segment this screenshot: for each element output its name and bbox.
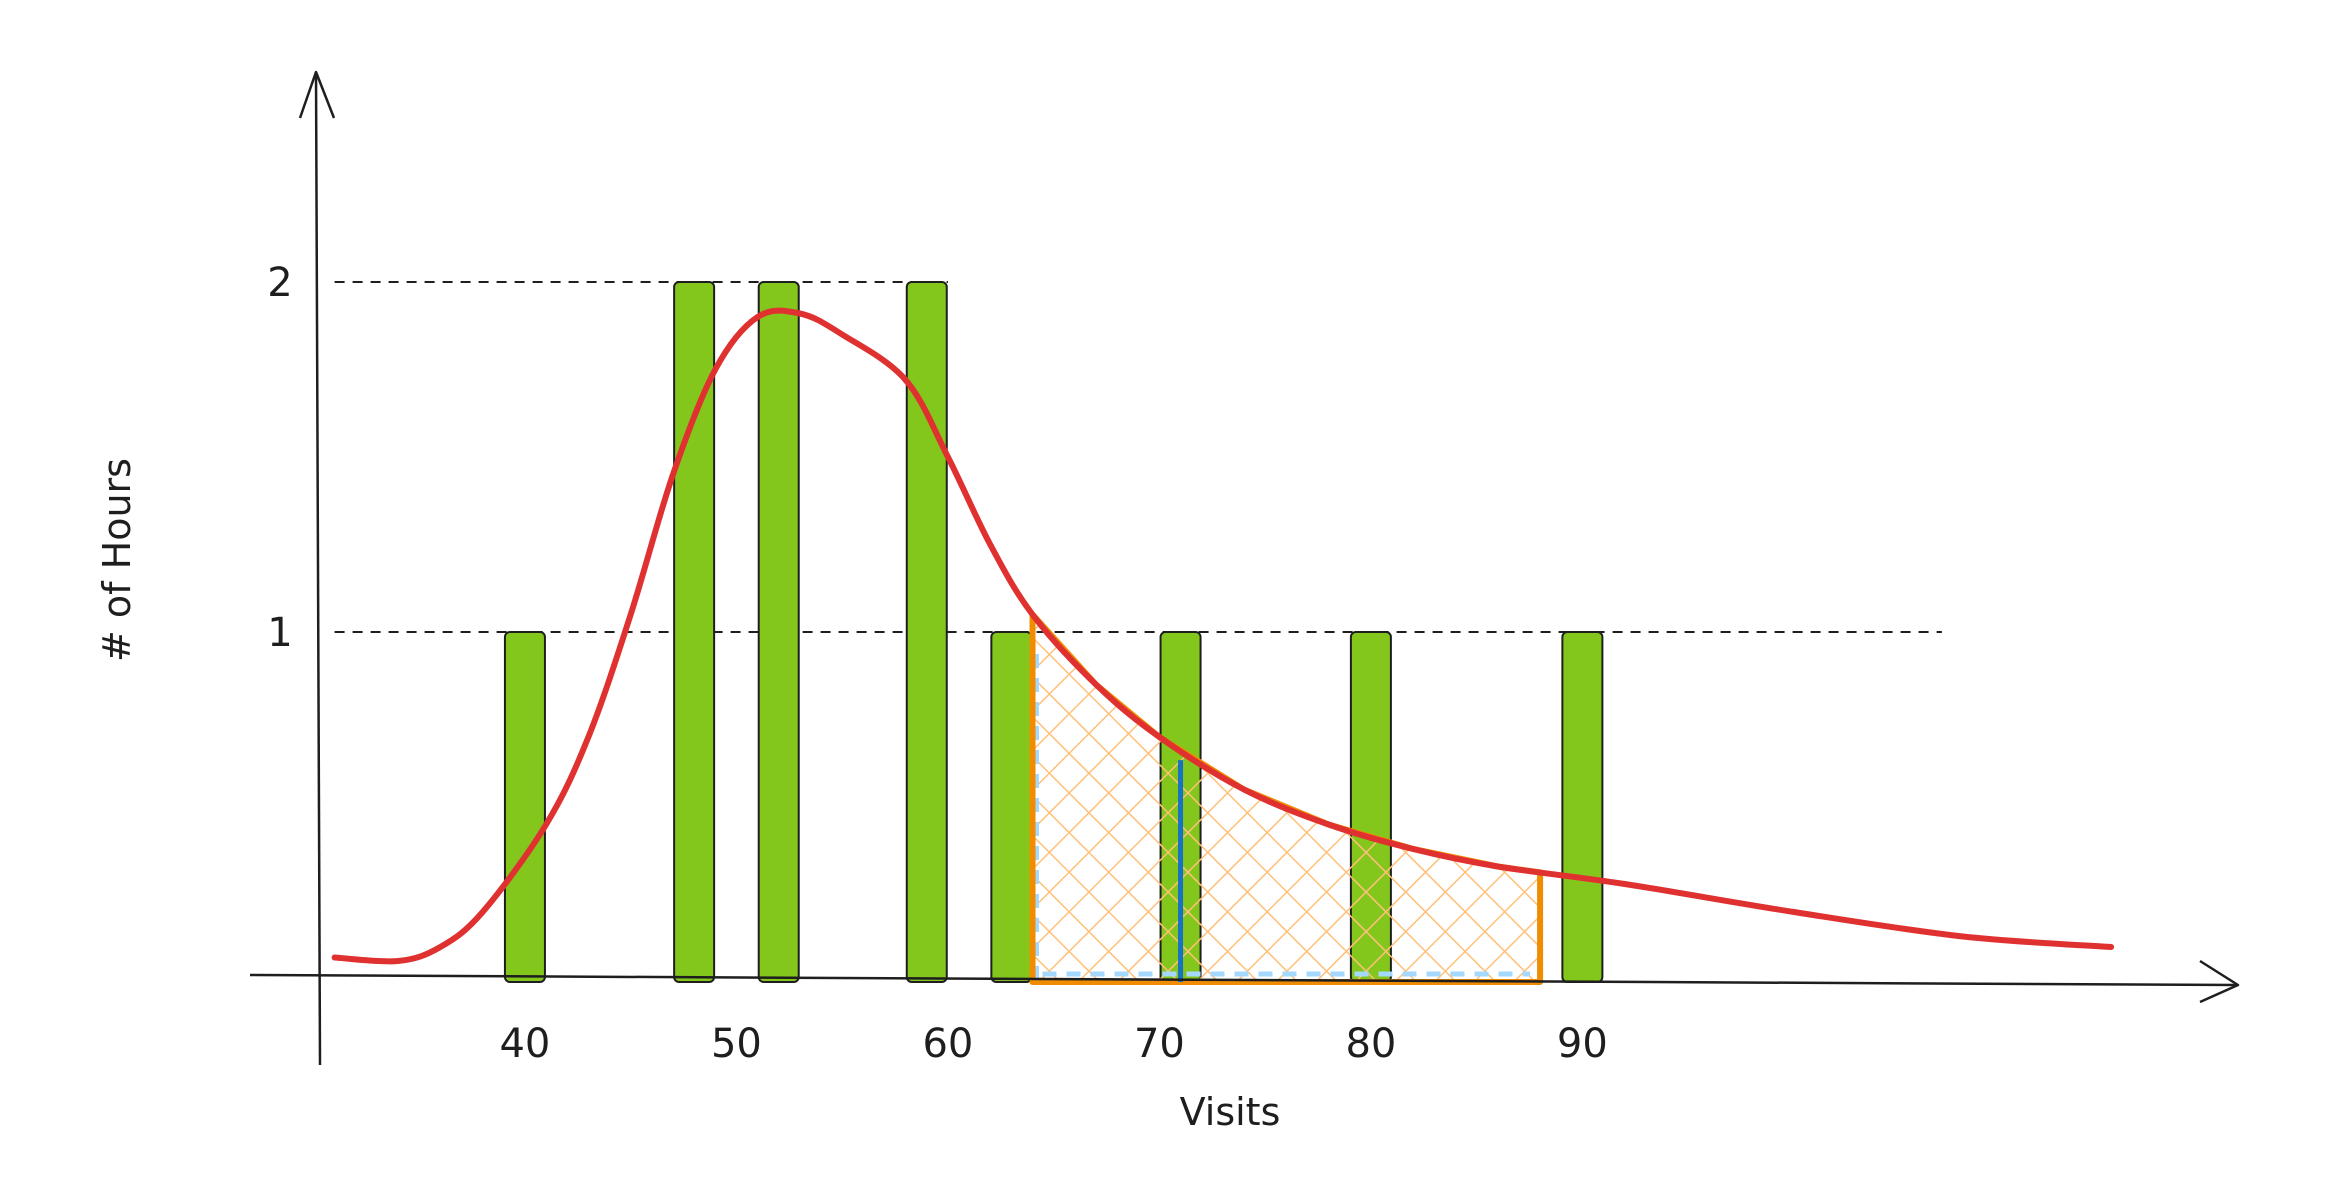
y-tick-label-2: 2 [267, 260, 292, 306]
reference-lines [334, 281, 1942, 633]
y-axis-title: # of Hours [95, 458, 139, 662]
bar-8 [1561, 631, 1604, 983]
y-tick-label-1: 1 [267, 610, 292, 656]
x-axis-line [249, 973, 2239, 987]
bar-5 [990, 631, 1033, 983]
shaded-region-fill [1032, 614, 1541, 982]
x-tick-labels: 40 50 60 70 80 90 [499, 1021, 1607, 1067]
bar-4 [905, 281, 948, 983]
y-axis-arrowhead [298, 70, 336, 119]
x-tick-label-40: 40 [499, 1021, 550, 1067]
x-tick-label-50: 50 [711, 1021, 762, 1067]
bar-1 [503, 631, 546, 983]
bar-3 [757, 281, 800, 983]
bar-2 [673, 281, 716, 983]
y-tick-labels: 12 [267, 260, 292, 656]
x-axis-title: Visits [1180, 1090, 1281, 1134]
x-tick-label-90: 90 [1557, 1021, 1608, 1067]
x-tick-label-60: 60 [922, 1021, 973, 1067]
y-axis-line [314, 71, 322, 1066]
x-axis-arrowhead [2199, 959, 2240, 1004]
x-tick-label-70: 70 [1134, 1021, 1185, 1067]
density-curve [331, 307, 2115, 965]
axes [249, 70, 2240, 1066]
x-tick-label-80: 80 [1345, 1021, 1396, 1067]
density-curve-layer [331, 307, 2115, 965]
shaded-region [1029, 611, 1544, 985]
